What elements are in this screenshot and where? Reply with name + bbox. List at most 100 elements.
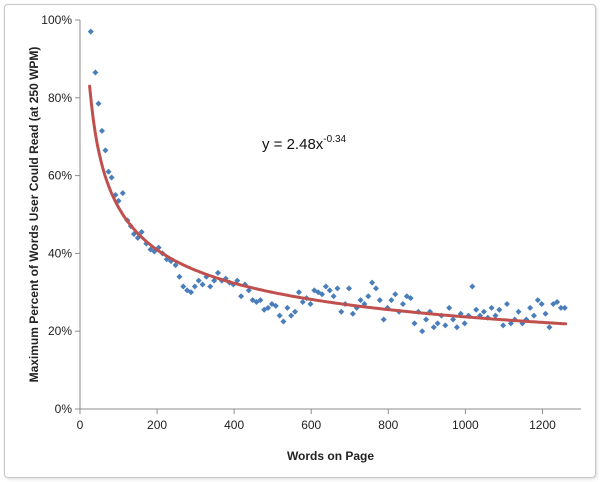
trendline-equation: y = 2.48x-0.34 [262, 134, 347, 153]
data-point [557, 304, 564, 311]
data-point [195, 277, 202, 284]
data-point [419, 328, 426, 335]
data-point [299, 299, 306, 306]
data-point [442, 322, 449, 329]
data-point [292, 308, 299, 315]
data-point [172, 262, 179, 269]
data-point [500, 322, 507, 329]
data-point [357, 297, 364, 304]
data-point [265, 304, 272, 311]
data-point [480, 308, 487, 315]
data-point [473, 306, 480, 313]
x-axis-title: Words on Page [287, 449, 374, 463]
data-point [238, 293, 245, 300]
data-point [461, 320, 468, 327]
data-point [407, 295, 414, 302]
data-point [388, 297, 395, 304]
data-point [561, 304, 568, 311]
data-point [326, 287, 333, 294]
data-point [527, 304, 534, 311]
data-point [450, 316, 457, 323]
y-tick-label: 80% [48, 91, 72, 105]
data-point [446, 304, 453, 311]
y-tick-label: 60% [48, 169, 72, 183]
data-point [295, 289, 302, 296]
data-point [176, 273, 183, 280]
data-point [257, 297, 264, 304]
data-point [119, 190, 126, 197]
data-point [180, 283, 187, 290]
data-point [284, 304, 291, 311]
y-tick-label: 40% [48, 246, 72, 260]
data-point [95, 100, 102, 107]
data-point [307, 300, 314, 307]
data-point [496, 306, 503, 313]
data-point [492, 312, 499, 319]
data-point [530, 312, 537, 319]
equation-base: y = 2.48x [262, 136, 324, 153]
data-point [365, 293, 372, 300]
x-tick-label: 0 [77, 418, 84, 432]
data-point [542, 310, 549, 317]
equation-exponent: -0.34 [323, 134, 346, 145]
data-point [469, 283, 476, 290]
data-point [423, 316, 430, 323]
data-point [345, 285, 352, 292]
data-point [105, 168, 112, 175]
data-point [187, 289, 194, 296]
data-point [372, 285, 379, 292]
x-tick-label: 1000 [452, 418, 479, 432]
data-point [214, 269, 221, 276]
data-point [280, 318, 287, 325]
data-point [504, 300, 511, 307]
data-point [87, 28, 94, 35]
data-point [538, 300, 545, 307]
data-point [319, 291, 326, 298]
axes [79, 20, 581, 410]
data-point [392, 291, 399, 298]
chart-frame [4, 4, 596, 478]
data-point [515, 308, 522, 315]
x-tick-label: 800 [378, 418, 398, 432]
data-point [411, 320, 418, 327]
data-point [554, 299, 561, 306]
data-point [334, 285, 341, 292]
data-point [546, 324, 553, 331]
data-point [138, 229, 145, 236]
y-axis-title: Maximum Percent of Words User Could Read… [27, 47, 41, 383]
data-point [380, 316, 387, 323]
y-tick-label: 100% [41, 13, 72, 27]
data-point [288, 312, 295, 319]
data-point [349, 310, 356, 317]
data-point [338, 308, 345, 315]
x-tick-label: 1200 [529, 418, 556, 432]
x-tick-label: 200 [147, 418, 167, 432]
data-point [488, 304, 495, 311]
data-point [276, 312, 283, 319]
data-point [434, 320, 441, 327]
data-point [191, 283, 198, 290]
trendline [88, 84, 568, 326]
data-point [399, 300, 406, 307]
x-tick-label: 400 [224, 418, 244, 432]
data-point [207, 283, 214, 290]
tick-marks [75, 19, 543, 414]
data-point [322, 283, 329, 290]
data-point [453, 324, 460, 331]
data-point [98, 127, 105, 134]
data-points [87, 28, 568, 335]
tick-labels: 0% 20% 40% 60% 80% 100% 0 200 400 600 800 1000 1200 [41, 13, 556, 432]
data-point [330, 293, 337, 300]
data-point [92, 69, 99, 76]
x-tick-label: 600 [301, 418, 321, 432]
data-point [369, 279, 376, 286]
data-point [534, 297, 541, 304]
data-point [430, 324, 437, 331]
y-tick-label: 0% [55, 402, 73, 416]
data-point [376, 297, 383, 304]
data-point [272, 302, 279, 309]
y-tick-label: 20% [48, 324, 72, 338]
data-point [102, 147, 109, 154]
data-point [199, 281, 206, 288]
